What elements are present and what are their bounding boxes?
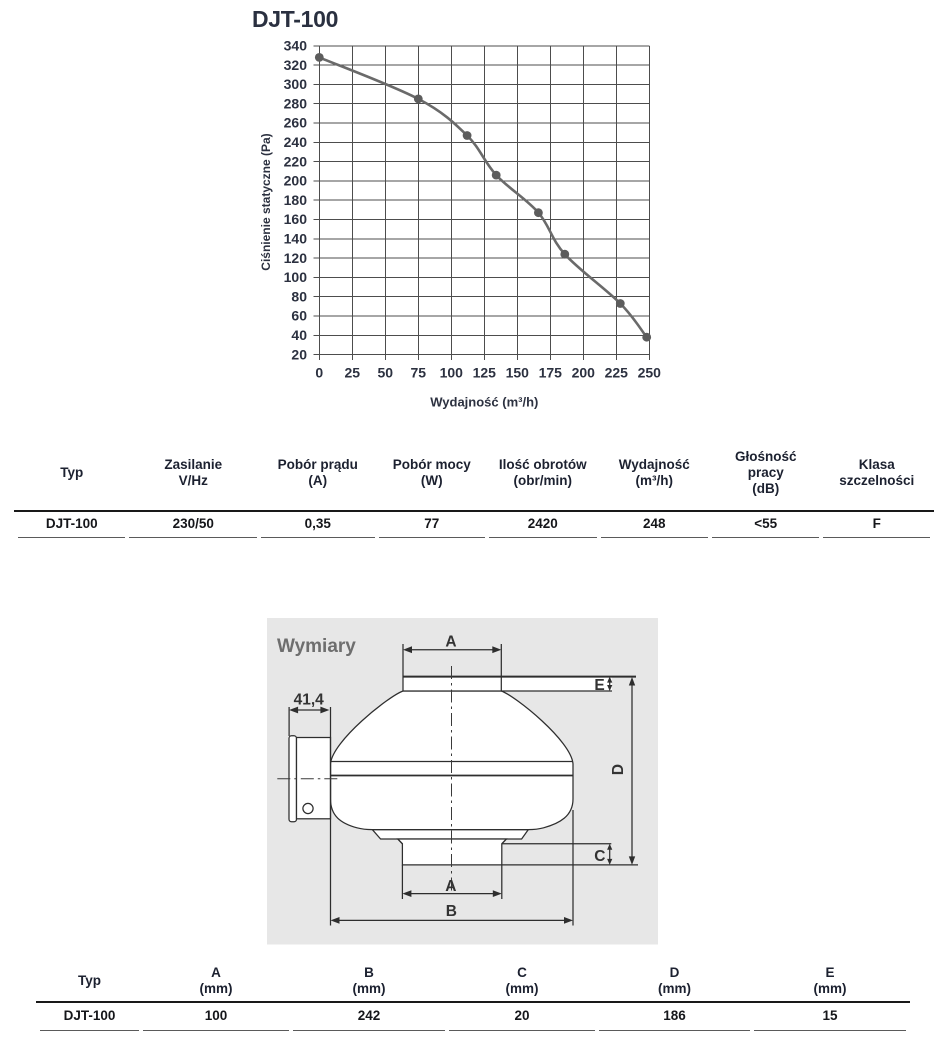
svg-text:200: 200 xyxy=(572,365,596,381)
svg-text:Wymiary: Wymiary xyxy=(277,636,356,657)
svg-text:300: 300 xyxy=(284,76,308,92)
svg-text:225: 225 xyxy=(605,365,629,381)
svg-text:120: 120 xyxy=(284,250,308,266)
svg-text:175: 175 xyxy=(539,365,563,381)
svg-text:0: 0 xyxy=(315,365,323,381)
svg-text:E: E xyxy=(594,677,604,694)
svg-text:140: 140 xyxy=(284,231,308,247)
svg-text:320: 320 xyxy=(284,57,308,73)
svg-text:75: 75 xyxy=(411,365,427,381)
svg-text:220: 220 xyxy=(284,153,308,169)
svg-text:40: 40 xyxy=(291,327,307,343)
svg-text:260: 260 xyxy=(284,115,308,131)
svg-text:50: 50 xyxy=(378,365,394,381)
svg-text:C: C xyxy=(594,848,605,865)
svg-text:41,4: 41,4 xyxy=(294,692,325,709)
svg-text:A: A xyxy=(445,878,456,895)
svg-text:60: 60 xyxy=(291,308,307,324)
svg-text:280: 280 xyxy=(284,95,308,111)
svg-text:A: A xyxy=(445,634,456,651)
svg-text:B: B xyxy=(446,903,457,920)
svg-text:20: 20 xyxy=(291,346,307,362)
svg-text:125: 125 xyxy=(473,365,497,381)
svg-text:150: 150 xyxy=(506,365,530,381)
svg-text:180: 180 xyxy=(284,192,308,208)
svg-text:Wydajność (m³/h): Wydajność (m³/h) xyxy=(430,395,538,410)
svg-text:D: D xyxy=(610,764,627,775)
svg-text:200: 200 xyxy=(284,173,308,189)
svg-text:80: 80 xyxy=(291,288,307,304)
svg-text:240: 240 xyxy=(284,134,308,150)
svg-text:100: 100 xyxy=(284,269,308,285)
svg-text:250: 250 xyxy=(638,365,662,381)
svg-text:Ciśnienie statyczne (Pa): Ciśnienie statyczne (Pa) xyxy=(259,133,273,270)
svg-text:25: 25 xyxy=(345,365,361,381)
svg-text:340: 340 xyxy=(284,38,308,54)
svg-text:100: 100 xyxy=(440,365,464,381)
svg-text:160: 160 xyxy=(284,211,308,227)
